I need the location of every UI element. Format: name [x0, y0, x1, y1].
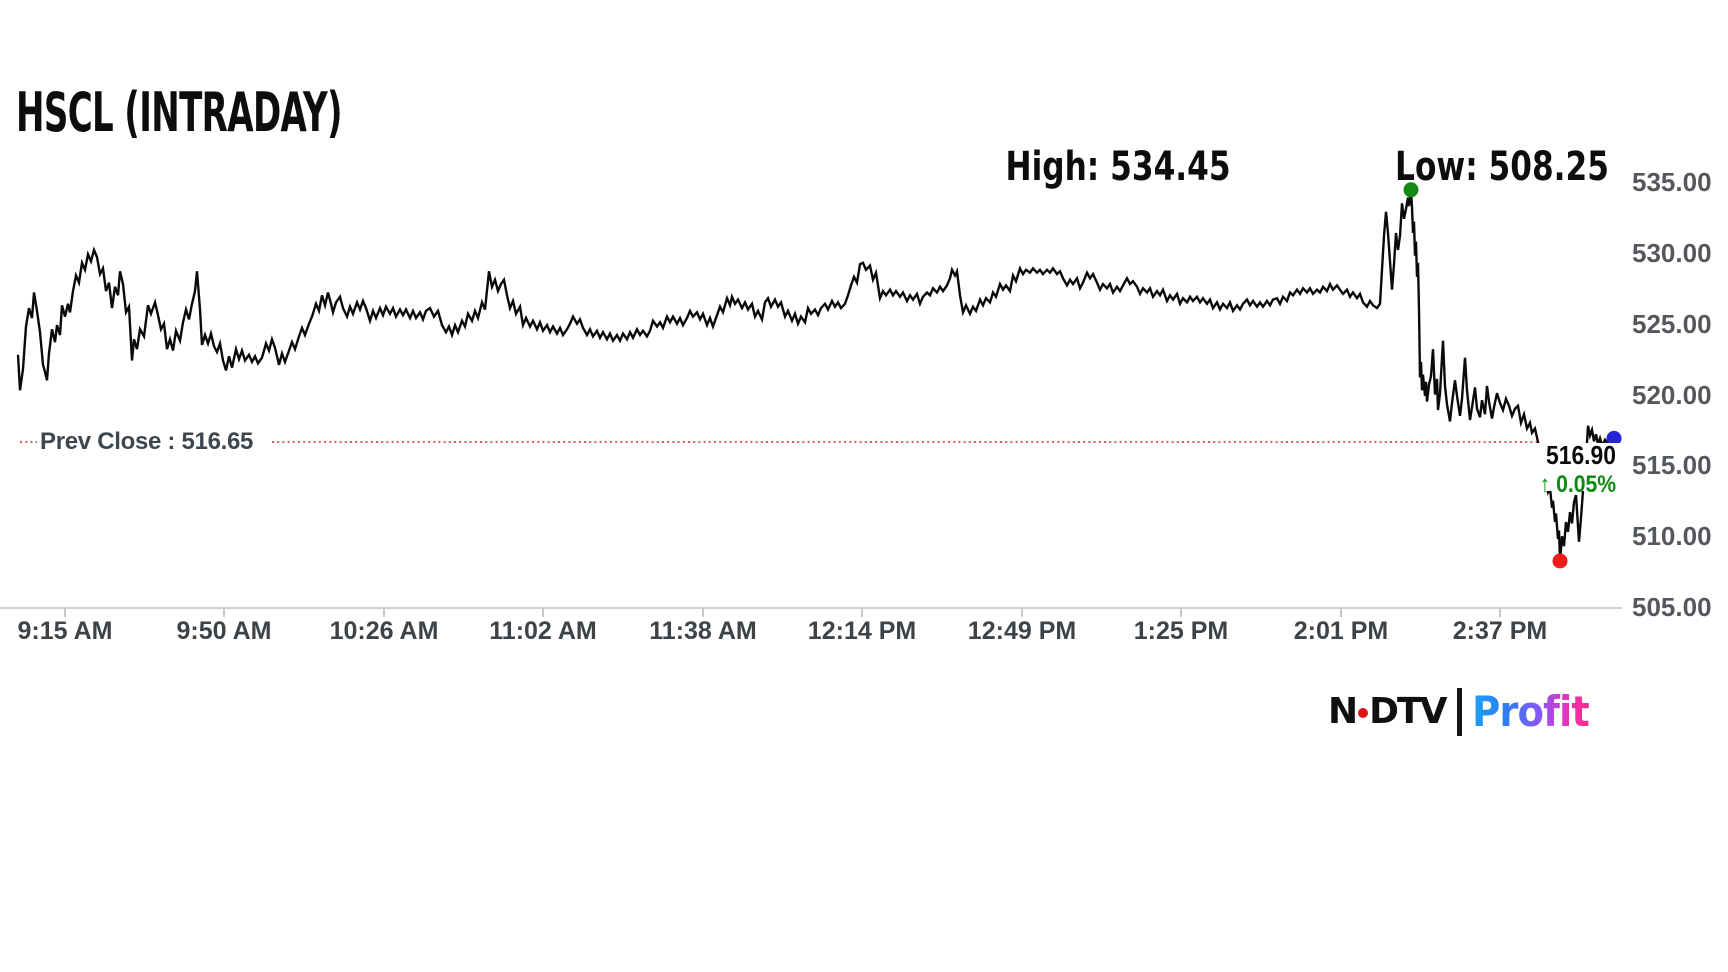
- low-value-label: Low: 508.25: [1395, 144, 1609, 190]
- x-axis-label: 11:02 AM: [489, 617, 597, 645]
- ndtv-logo: N DTV: [1328, 691, 1447, 732]
- last-price-label: 516.90: [1546, 440, 1616, 470]
- up-arrow-icon: ↑: [1539, 471, 1551, 498]
- x-axis-label: 2:37 PM: [1452, 617, 1548, 645]
- change-percent-label: 0.05%: [1556, 471, 1616, 498]
- y-axis-label: 515.00: [1632, 450, 1712, 480]
- y-axis-label: 520.00: [1632, 380, 1712, 410]
- x-axis-label: 1:25 PM: [1133, 617, 1229, 645]
- logo-separator: [1457, 687, 1463, 736]
- profit-logo: Profit: [1472, 687, 1590, 736]
- high-value-label: High: 534.45: [1005, 144, 1231, 190]
- x-axis-label: 9:15 AM: [17, 617, 113, 645]
- ndtv-logo-n: N: [1328, 691, 1358, 732]
- x-axis-label: 12:14 PM: [807, 617, 917, 645]
- y-axis-label: 525.00: [1632, 309, 1712, 339]
- ndtv-red-dot-icon: [1358, 707, 1369, 718]
- prev-close-label: Prev Close : 516.65: [40, 428, 254, 455]
- last-change-label: ↑ 0.05%: [1452, 473, 1616, 497]
- low-point-marker: [1552, 553, 1568, 569]
- page-title: HSCL (INTRADAY): [16, 81, 343, 144]
- x-axis-label: 12:49 PM: [967, 617, 1077, 645]
- ndtv-profit-logo: N DTV Profit: [1328, 687, 1600, 736]
- y-axis-label: 535.00: [1632, 167, 1712, 197]
- y-axis-label: 510.00: [1632, 521, 1712, 551]
- last-point-marker: [1606, 430, 1622, 446]
- x-axis-label: 11:38 AM: [649, 617, 757, 645]
- last-price-box: 516.90 ↑ 0.05%: [1430, 442, 1616, 497]
- x-axis-label: 9:50 AM: [176, 617, 272, 645]
- high-point-marker: [1403, 182, 1419, 198]
- x-axis-label: 2:01 PM: [1293, 617, 1389, 645]
- label-mask: [1524, 443, 1624, 491]
- x-axis-label: 10:26 AM: [329, 617, 439, 645]
- y-axis-label: 505.00: [1632, 592, 1712, 622]
- price-line: [16, 189, 1614, 562]
- y-axis-label: 530.00: [1632, 238, 1712, 268]
- ndtv-logo-dtv: DTV: [1369, 691, 1447, 732]
